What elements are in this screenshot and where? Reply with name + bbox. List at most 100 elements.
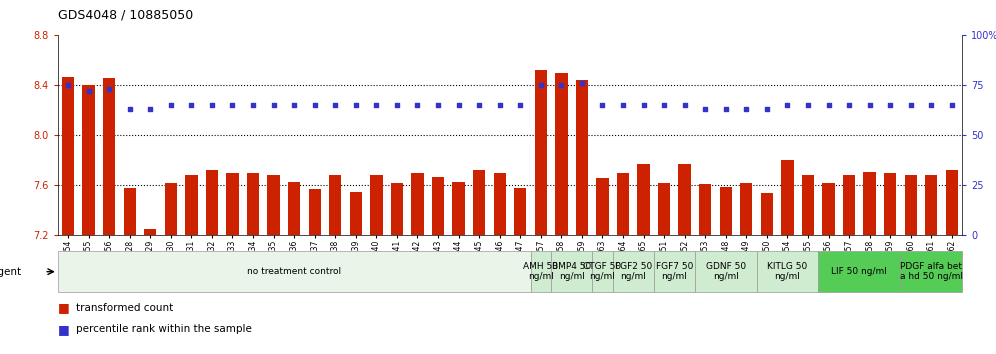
Bar (613, 251, 653, 292)
Bar (843, 175, 856, 235)
Point (450, 103, 466, 108)
Point (554, 82, 570, 88)
Bar (144, 229, 156, 235)
Text: LIF 50 ng/ml: LIF 50 ng/ml (832, 267, 887, 276)
Bar (493, 173, 506, 235)
Bar (58, 251, 531, 292)
Point (142, 107, 158, 112)
Point (656, 103, 672, 108)
Point (533, 82, 549, 88)
Point (81, 88, 97, 94)
Point (430, 103, 446, 108)
Bar (597, 178, 609, 235)
Bar (593, 251, 613, 292)
Point (862, 103, 877, 108)
Point (821, 103, 837, 108)
Text: transformed count: transformed count (76, 303, 173, 313)
Point (369, 103, 384, 108)
Point (574, 81, 590, 86)
Text: ■: ■ (58, 302, 70, 314)
Bar (185, 175, 197, 235)
Bar (884, 173, 896, 235)
Point (163, 103, 179, 108)
Bar (699, 184, 711, 235)
Text: CTGF 50
ng/ml: CTGF 50 ng/ml (584, 262, 622, 281)
Bar (514, 188, 527, 235)
Bar (124, 188, 135, 235)
Point (841, 103, 857, 108)
Point (183, 103, 199, 108)
Bar (576, 80, 588, 235)
Point (738, 107, 754, 112)
Bar (757, 251, 819, 292)
Text: no treatment control: no treatment control (247, 267, 342, 276)
Point (245, 103, 261, 108)
Point (780, 103, 796, 108)
Point (471, 103, 487, 108)
Bar (329, 175, 342, 235)
Bar (864, 172, 875, 235)
Text: AMH 50
ng/ml: AMH 50 ng/ml (523, 262, 559, 281)
Point (697, 107, 713, 112)
Bar (267, 175, 280, 235)
Bar (350, 192, 362, 235)
Bar (658, 183, 670, 235)
Point (348, 103, 364, 108)
Point (616, 103, 631, 108)
Text: FGF7 50
ng/ml: FGF7 50 ng/ml (655, 262, 693, 281)
Bar (473, 170, 485, 235)
Point (944, 103, 960, 108)
Text: FGF2 50
ng/ml: FGF2 50 ng/ml (615, 262, 652, 281)
Bar (288, 182, 301, 235)
Bar (695, 251, 757, 292)
Bar (555, 73, 568, 235)
Bar (411, 173, 423, 235)
Bar (781, 160, 794, 235)
Point (800, 103, 816, 108)
Text: KITLG 50
ng/ml: KITLG 50 ng/ml (767, 262, 808, 281)
Bar (551, 251, 593, 292)
Bar (432, 177, 444, 235)
Bar (226, 173, 239, 235)
Bar (390, 183, 403, 235)
Point (923, 103, 939, 108)
Bar (819, 251, 900, 292)
Point (676, 103, 692, 108)
Text: GDNF 50
ng/ml: GDNF 50 ng/ml (706, 262, 746, 281)
Bar (452, 182, 465, 235)
Point (328, 103, 344, 108)
Bar (206, 170, 218, 235)
Bar (531, 251, 551, 292)
Text: GDS4048 / 10885050: GDS4048 / 10885050 (58, 9, 193, 22)
Bar (740, 183, 753, 235)
Text: ■: ■ (58, 323, 70, 336)
Point (307, 103, 323, 108)
Bar (637, 164, 649, 235)
Point (902, 103, 918, 108)
Bar (103, 78, 116, 235)
Bar (823, 183, 835, 235)
Bar (62, 77, 75, 235)
Bar (904, 175, 917, 235)
Point (492, 103, 508, 108)
Point (224, 103, 240, 108)
Text: percentile rank within the sample: percentile rank within the sample (76, 324, 252, 334)
Point (204, 103, 220, 108)
Point (266, 103, 282, 108)
Bar (719, 187, 732, 235)
Point (512, 103, 528, 108)
Bar (925, 175, 937, 235)
Text: BMP4 50
ng/ml: BMP4 50 ng/ml (552, 262, 592, 281)
Point (409, 103, 425, 108)
Bar (653, 251, 695, 292)
Bar (309, 189, 321, 235)
Bar (164, 183, 177, 235)
Point (102, 87, 118, 92)
Bar (247, 173, 259, 235)
Point (882, 103, 898, 108)
Bar (83, 85, 95, 235)
Bar (535, 70, 547, 235)
Bar (761, 193, 773, 235)
Point (388, 103, 404, 108)
Point (286, 103, 302, 108)
